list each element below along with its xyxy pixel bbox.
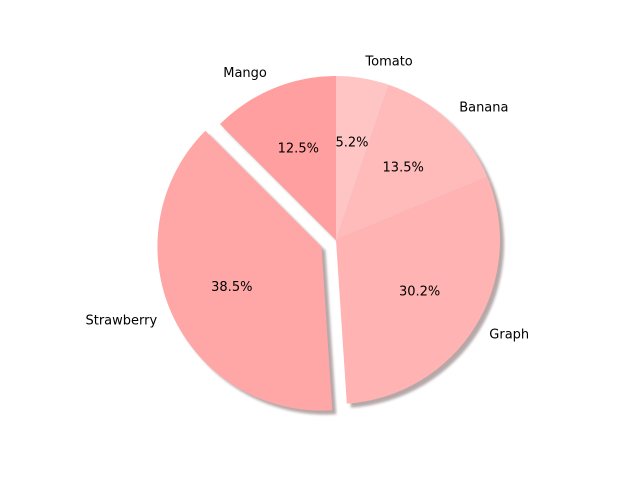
slice-label-strawberry: Strawberry	[85, 314, 157, 329]
slice-mango	[219, 76, 336, 240]
slice-label-mango: Mango	[223, 66, 267, 81]
slice-pct-banana: 13.5%	[383, 161, 424, 176]
slice-pct-mango: 12.5%	[278, 142, 319, 157]
slice-strawberry	[157, 130, 333, 411]
slice-label-banana: Banana	[459, 101, 508, 116]
labels: Mango 12.5% Strawberry 38.5% Graph 30.2% Banan…	[85, 55, 529, 343]
slice-label-graph: Graph	[489, 328, 529, 343]
slice-graph	[336, 176, 500, 404]
slice-label-tomato: Tomato	[364, 55, 412, 70]
slice-pct-graph: 30.2%	[399, 284, 440, 299]
slice-banana	[336, 84, 488, 240]
slice-pct-strawberry: 38.5%	[211, 280, 252, 295]
slice-pct-tomato: 5.2%	[335, 135, 368, 150]
slices	[157, 76, 500, 411]
slice-tomato	[336, 76, 389, 240]
